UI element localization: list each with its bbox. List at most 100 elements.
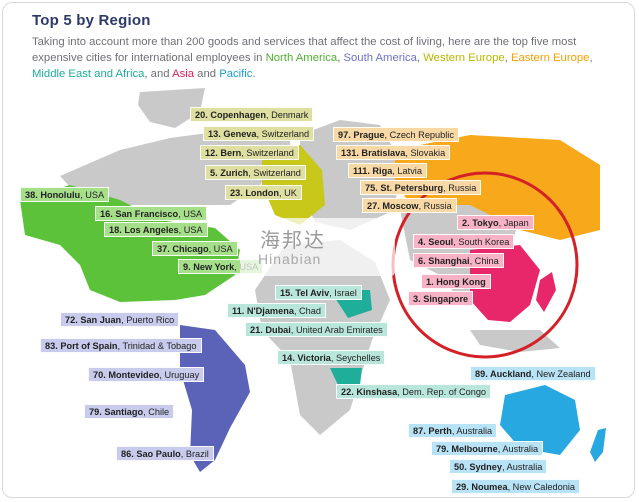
city-label-perth: 87. Perth, Australia [408,423,498,438]
city-country: , USA [178,209,203,219]
city-rank: 16. San Francisco [100,209,179,219]
city-rank: 86. Sao Paulo [121,449,181,459]
intro-sep: , [504,52,511,64]
city-rank: 14. Victoria [282,353,331,363]
city-label-los-angeles: 18. Los Angeles, USA [104,222,208,237]
city-rank: 6. Shanghai [418,256,470,266]
city-label-san-francisco: 16. San Francisco, USA [95,206,208,221]
city-country: , Switzerland [241,148,294,158]
city-rank: 13. Geneva [208,129,257,139]
region-name-asia: Asia [172,68,195,80]
greenland-shape [138,88,205,128]
city-rank: 38. Honolulu [25,190,81,200]
city-rank: 11. N'Djamena [232,306,294,316]
city-rank: 87. Perth [413,426,452,436]
city-country: , Russia [443,183,477,193]
japan-region-shape [536,272,556,312]
city-country: , USA [208,244,233,254]
city-label-santiago: 79. Santiago, Chile [84,404,175,419]
city-rank: 20. Copenhagen [195,110,266,120]
city-label-sao-paulo: 86. Sao Paulo, Brazil [116,446,214,461]
city-label-hong-kong: 1. Hong Kong [421,274,491,289]
city-country: , Dem. Rep. of Congo [397,387,487,397]
city-label-moscow: 27. Moscow, Russia [362,198,457,213]
intro-sep: , [416,52,424,64]
city-label-ndjamena: 11. N'Djamena, Chad [227,303,327,318]
city-country: , Seychelles [330,353,381,363]
city-label-sydney: 50. Sydney, Australia [449,459,548,474]
city-rank: 89. Auckland [475,369,532,379]
city-rank: 23. London [230,188,279,198]
city-country: , Trinidad & Tobago [117,341,197,351]
city-rank: 72. San Juan [65,315,122,325]
new-zealand-region-shape [590,428,606,462]
city-rank: 1. Hong Kong [426,277,486,287]
city-country: , Puerto Rico [121,315,175,325]
city-country: , Slovakia [405,148,446,158]
city-label-bratislava: 131. Bratislava, Slovakia [336,145,451,160]
watermark-logo: 海邦达 Hinabian [240,218,395,276]
watermark-english-text: Hinabian [258,251,322,267]
city-label-chicago: 37. Chicago, USA [152,241,238,256]
city-label-dubai: 21. Dubai, United Arab Emirates [245,322,388,337]
city-label-victoria: 14. Victoria, Seychelles [277,350,386,365]
region-name-pacific: Pacific [219,68,253,80]
city-rank: 18. Los Angeles [109,225,179,235]
city-rank: 27. Moscow [367,201,419,211]
page-title: Top 5 by Region [32,12,151,29]
city-label-montevideo: 70. Montevideo, Uruguay [88,367,205,382]
city-label-seoul: 4. Seoul, South Korea [413,234,515,249]
city-label-st-petersburg: 75. St. Petersburg, Russia [360,180,482,195]
city-country: , USA [80,190,105,200]
city-label-geneva: 13. Geneva, Switzerland [203,126,315,141]
region-name-south-america: South America [343,52,417,64]
eastern-europe-region-shape [395,135,600,240]
city-label-tokyo: 2. Tokyo, Japan [457,215,534,230]
city-rank: 4. Seoul [418,237,454,247]
city-rank: 111. Riga [353,166,393,176]
intro-lead: Taking into account more than 200 goods … [32,36,577,64]
region-name-north-america: North America [265,52,338,64]
city-label-london: 23. London, UK [225,185,302,200]
city-rank: 29. Noumea [456,482,508,492]
city-country: , Australia [451,426,493,436]
intro-text: Taking into account more than 200 goods … [32,34,622,82]
city-label-zurich: 5. Zurich, Switzerland [205,165,306,180]
city-country: , UK [279,188,297,198]
city-label-kinshasa: 22. Kinshasa, Dem. Rep. of Congo [336,384,492,399]
city-rank: 3. Singapore [413,294,469,304]
city-rank: 22. Kinshasa [341,387,398,397]
south-america-region-shape [180,325,250,472]
city-rank: 37. Chicago [157,244,209,254]
city-label-melbourne: 79. Melbourne, Australia [431,441,544,456]
city-country: , South Korea [453,237,510,247]
city-country: , Australia [502,462,543,472]
city-label-port-of-spain: 83. Port of Spain, Trinidad & Tobago [40,338,202,353]
city-country: , Uruguay [159,370,200,380]
city-rank: 2. Tokyo [462,218,499,228]
intro-sep: , [337,52,344,64]
city-rank: 75. St. Petersburg [365,183,444,193]
city-country: , Switzerland [256,129,310,139]
city-label-prague: 97. Prague, Czech Republic [333,127,459,142]
city-country: , Denmark [265,110,309,120]
australia-region-shape [500,385,580,455]
city-country: , Czech Republic [384,130,454,140]
city-rank: 15. Tel Aviv [280,288,330,298]
city-label-auckland: 89. Auckland, New Zealand [470,366,596,381]
city-country: , Latvia [392,166,422,176]
city-country: , Chile [143,407,170,417]
intro-sep: . [252,68,256,80]
city-country: , Chad [293,306,322,316]
city-country: , China [469,256,499,266]
city-country: , Switzerland [248,168,301,178]
city-rank: 12. Bern [205,148,242,158]
city-rank: 83. Port of Spain [45,341,118,351]
africa-region-shape [330,368,362,385]
city-rank: 70. Montevideo [93,370,160,380]
city-label-bern: 12. Bern, Switzerland [200,145,299,160]
city-label-riga: 111. Riga, Latvia [348,163,427,178]
city-country: , Israel [329,288,357,298]
city-label-tel-aviv: 15. Tel Aviv, Israel [275,285,362,300]
city-country: , New Zealand [531,369,591,379]
